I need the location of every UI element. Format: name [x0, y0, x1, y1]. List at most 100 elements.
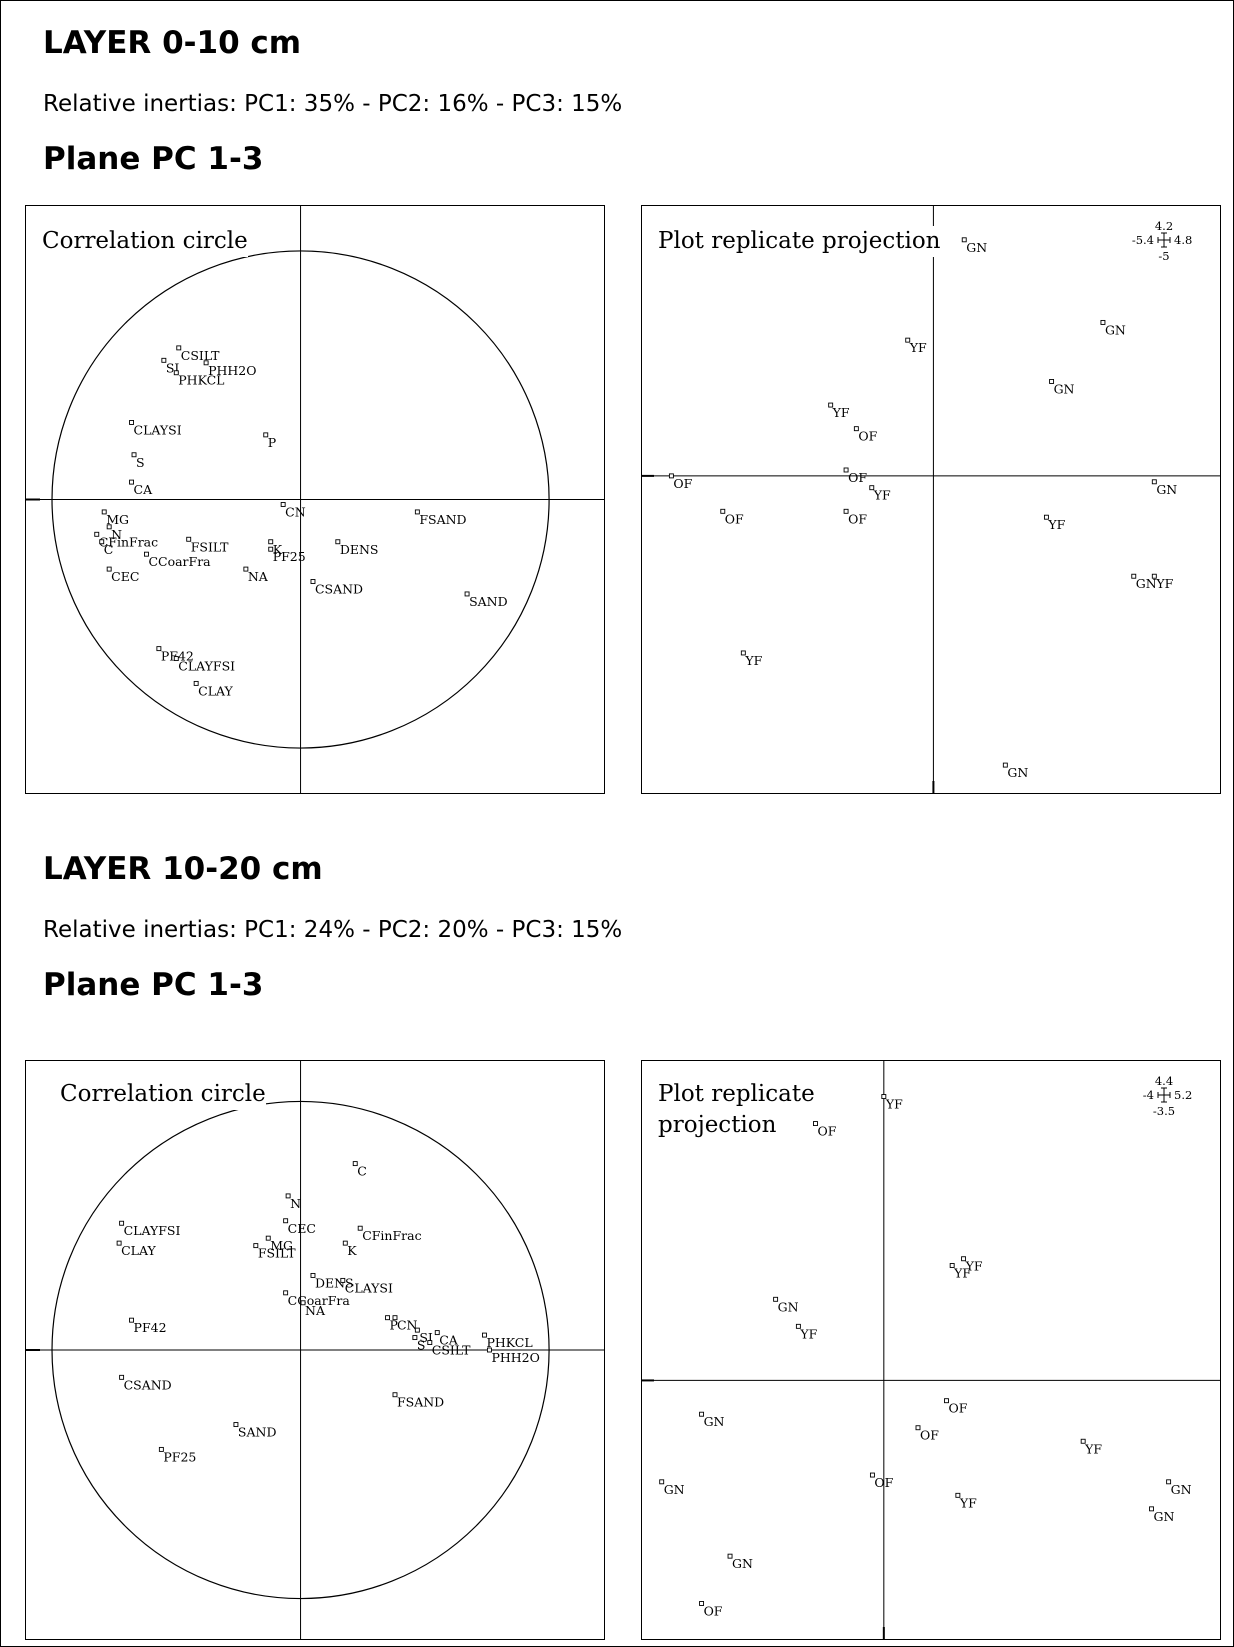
layer-2-correlation-label: C	[357, 1164, 367, 1179]
layer-1-correlation-label: MG	[106, 512, 129, 527]
layer-1-projection-label: YF	[873, 488, 891, 503]
layer-1-correlation-label: CCoarFra	[148, 554, 211, 569]
layer-1-inertias: Relative inertias: PC1: 35% - PC2: 16% -…	[43, 91, 623, 117]
layer-1-correlation-label: CLAYSI	[134, 422, 182, 437]
layer-2-correlation-marker	[300, 1300, 306, 1306]
layer-1-correlation-marker	[193, 680, 199, 686]
layer-2-projection-marker	[1166, 1479, 1172, 1485]
layer-2-projection-label: YF	[965, 1259, 983, 1274]
layer-1-correlation-label: FSAND	[419, 512, 466, 527]
layer-1-projection-label: YF	[909, 340, 927, 355]
layer-2-correlation-marker	[253, 1243, 259, 1249]
layer-2-projection-point: YF	[961, 1256, 983, 1274]
layer-2-plane-heading: Plane PC 1-3	[43, 967, 264, 1003]
layer-1-correlation-marker	[101, 509, 107, 515]
layer-1-correlation-marker	[94, 531, 100, 537]
layer-2-correlation-marker	[414, 1327, 420, 1333]
layer-1-projection-label: GN	[966, 240, 987, 255]
layer-1-correlation-label: K	[273, 542, 283, 557]
layer-2-correlation-marker	[283, 1290, 289, 1296]
layer-1-correlation-marker	[243, 566, 249, 572]
layer-2-projection-point: OF	[699, 1601, 723, 1618]
layer-2-projection-label: GN	[1171, 1482, 1192, 1497]
layer-2-correlation-label: CN	[397, 1318, 418, 1333]
layer-2-correlation-point: P	[385, 1315, 398, 1333]
layer-1-correlation-point: N	[106, 524, 122, 542]
layer-2-projection-label: YF	[953, 1266, 971, 1281]
layer-2-projection-label: OF	[920, 1428, 939, 1443]
layer-2-correlation-title: Correlation circle	[60, 1079, 266, 1110]
layer-2-correlation-label: CLAY	[121, 1243, 156, 1258]
layer-1-correlation-point: PF25	[268, 546, 306, 564]
layer-1-correlation-label: PF25	[273, 549, 306, 564]
layer-2-correlation-point: MG	[265, 1235, 293, 1253]
layer-1-plane-heading: Plane PC 1-3	[43, 141, 264, 177]
layer-1-projection-marker	[828, 402, 834, 408]
layer-1-correlation-point: MG	[101, 509, 129, 527]
layer-1-projection-label: OF	[673, 476, 692, 491]
layer-1-projection-marker	[853, 426, 859, 432]
layer-2-correlation-marker	[392, 1392, 398, 1398]
layer-1-correlation-label: NA	[248, 569, 269, 584]
layer-1-projection-label: GN	[1156, 482, 1177, 497]
layer-1-correlation-point: FSAND	[414, 509, 467, 527]
layer-1-correlation-marker	[176, 345, 182, 351]
layer-1-heading: LAYER 0-10 cm	[43, 25, 302, 61]
layer-1-correlation-point: S	[131, 452, 145, 470]
layer-1-correlation-point: CLAY	[193, 680, 234, 698]
layer-1-projection-marker	[843, 467, 849, 473]
layer-1-projection-label: OF	[848, 470, 867, 485]
layer-2-projection-label: GN	[664, 1482, 685, 1497]
layer-2-correlation-point: K	[342, 1240, 357, 1258]
layer-1-correlation-point: NA	[243, 566, 269, 584]
layer-2-projection-point: OF	[944, 1398, 968, 1416]
layer-1-projection-marker	[961, 237, 967, 243]
layer-1-projection-marker	[1151, 573, 1157, 579]
layer-1-projection-marker	[1151, 479, 1157, 485]
layer-2-projection-marker	[869, 1472, 875, 1478]
layer-1-correlation-circle-panel: CSILT SI PHH2O PHKCL CLAYSI P S CA CN FSAND MG N CFi…	[25, 205, 605, 794]
layer-1-correlation-point: CLAYFSI	[173, 656, 235, 674]
layer-2-projection-marker	[881, 1094, 887, 1099]
layer-1-correlation-unit-circle	[51, 250, 550, 749]
layer-2-correlation-label: PHKCL	[486, 1335, 532, 1350]
layer-2-projection-label: GN	[732, 1556, 753, 1571]
layer-2-projection-panel: 4.4 -3.5 -4 5.2 YF OF YF YF GN YF OF GN OF YF OF GN GN YF…	[641, 1060, 1221, 1640]
layer-2-correlation-marker	[352, 1161, 358, 1167]
layer-2-projection-point: GN	[727, 1553, 753, 1571]
layer-1-correlation-marker	[268, 546, 274, 552]
layer-1-projection-label: GN	[1105, 322, 1126, 337]
layer-2-projection-point: OF	[813, 1121, 837, 1139]
layer-1-correlation-label: PHH2O	[208, 363, 256, 378]
layer-2-correlation-point: CFinFrac	[357, 1225, 422, 1243]
layer-1-correlation-label: N	[111, 527, 122, 542]
layer-2-correlation-point: PF42	[129, 1317, 167, 1335]
layer-2-correlation-marker	[129, 1317, 134, 1323]
layer-2-projection-point: YF	[1080, 1438, 1102, 1456]
layer-1-projection-label: GN	[1054, 381, 1075, 396]
layer-2-projection-scale-right: 5.2	[1174, 1088, 1192, 1102]
layer-2-projection-point: GN	[773, 1296, 799, 1314]
layer-2-correlation-label: PF25	[163, 1449, 196, 1464]
layer-2-correlation-marker	[340, 1277, 346, 1283]
layer-1-projection-marker	[720, 508, 726, 514]
layer-2-correlation-marker	[158, 1446, 164, 1452]
layer-1-correlation-point: CA	[129, 479, 153, 497]
layer-2-correlation-label: MG	[270, 1238, 293, 1253]
layer-1-correlation-point: CFinFrac	[94, 531, 158, 549]
layer-1-correlation-marker	[335, 539, 341, 545]
layer-1-correlation-label: CSAND	[315, 582, 363, 597]
layer-2-projection-label: YF	[885, 1097, 903, 1112]
layer-2-correlation-point: CSILT	[427, 1340, 471, 1358]
layer-2-correlation-point: PHH2O	[486, 1347, 540, 1365]
layer-1-projection-marker	[843, 508, 849, 514]
layer-2-correlation-label: FSAND	[397, 1395, 444, 1410]
layer-2-correlation-marker	[116, 1240, 122, 1246]
layer-2-projection-scale-up: 4.4	[1155, 1074, 1173, 1088]
layer-2-projection-point: YF	[949, 1263, 971, 1281]
layer-2-correlation-point: NA	[300, 1300, 326, 1318]
layer-2-correlation-label: SAND	[238, 1425, 277, 1440]
layer-2-correlation-point: PHKCL	[482, 1332, 533, 1350]
